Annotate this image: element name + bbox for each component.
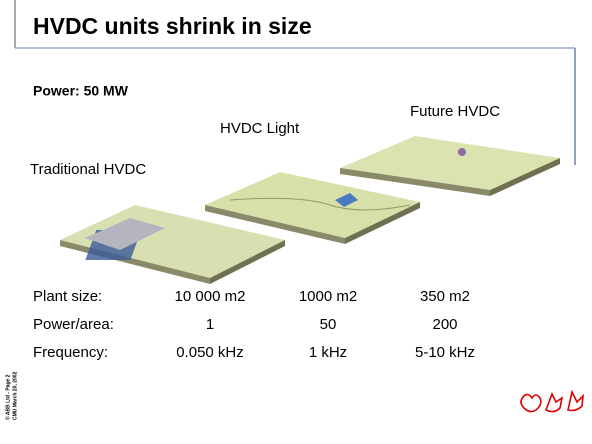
label-traditional: Traditional HVDC (30, 161, 146, 178)
cell: 1 (206, 316, 214, 333)
cell: 200 (432, 316, 457, 333)
label-light: HVDC Light (220, 120, 300, 137)
row-label: Plant size: (33, 288, 102, 305)
tile-future (340, 136, 560, 196)
cell: 1 kHz (309, 344, 347, 361)
tile-traditional (60, 205, 285, 284)
table: Plant size: 10 000 m2 1000 m2 350 m2 Power/a… (33, 288, 475, 361)
footer-line: CMU March 20, 2002 (12, 371, 18, 420)
cell: 50 (320, 316, 337, 333)
footer-line: © ABB Ltd - Page 2 (4, 374, 11, 420)
label-future: Future HVDC (410, 103, 500, 120)
cell: 5-10 kHz (415, 344, 475, 361)
tile-light (205, 172, 420, 244)
cell: 0.050 kHz (176, 344, 244, 361)
power: Power: 50 MW (33, 83, 129, 99)
title: HVDC units shrink in size (33, 13, 312, 39)
row-label: Power/area: (33, 316, 114, 333)
cell: 350 m2 (420, 288, 470, 305)
hand-icons (520, 389, 585, 413)
cell: 10 000 m2 (175, 288, 246, 305)
cell: 1000 m2 (299, 288, 357, 305)
row-label: Frequency: (33, 344, 108, 361)
